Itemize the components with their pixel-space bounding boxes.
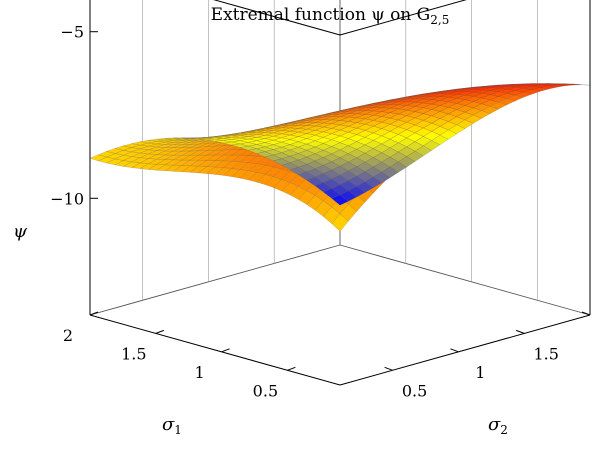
axis-label-sigma1: σ1	[162, 414, 182, 437]
x-tick-label: 0.5	[253, 381, 278, 400]
y-tick-mark	[581, 311, 591, 316]
y-axis-label-subscript: 2	[500, 423, 508, 437]
front-box	[89, 0, 591, 386]
x-tick-mark	[221, 348, 230, 353]
y-tick-label: 1	[475, 363, 485, 382]
title-main: Extremal function ψ on G	[211, 5, 431, 25]
y-tick-mark	[450, 348, 459, 353]
front-box-edge	[89, 314, 341, 386]
chart-title: Extremal function ψ on G2,5	[211, 5, 450, 27]
y-axis-label: σ	[488, 414, 501, 435]
tick-labels: 0.511.520.511.52−10−5	[50, 23, 559, 401]
z-tick-label: −5	[60, 23, 84, 42]
title-subscript: 2,5	[430, 13, 449, 27]
y-tick-mark	[516, 329, 525, 334]
y-tick-label: 1.5	[533, 344, 558, 363]
x-axis-label-subscript: 1	[174, 423, 182, 437]
x-tick-label: 1.5	[121, 344, 146, 363]
y-tick-label: 0.5	[402, 381, 427, 400]
y-tick-mark	[384, 366, 393, 371]
axis-label-psi: ψ	[13, 221, 28, 242]
surface-mesh	[89, 83, 591, 232]
x-axis-label: σ	[162, 414, 175, 435]
x-tick-mark	[89, 311, 99, 316]
x-tick-label: 1	[195, 363, 205, 382]
x-tick-label: 2	[63, 326, 73, 345]
front-box-edge	[213, 0, 341, 36]
x-tick-mark	[155, 329, 164, 334]
front-box-edge	[339, 0, 467, 36]
back-box-edge	[89, 244, 341, 316]
surface-patch	[331, 194, 349, 206]
z-tick-label: −10	[50, 189, 84, 208]
axis-label-sigma2: σ2	[488, 414, 508, 437]
front-box-edge	[339, 314, 591, 386]
back-box-edge	[339, 244, 591, 316]
x-tick-mark	[287, 366, 296, 371]
